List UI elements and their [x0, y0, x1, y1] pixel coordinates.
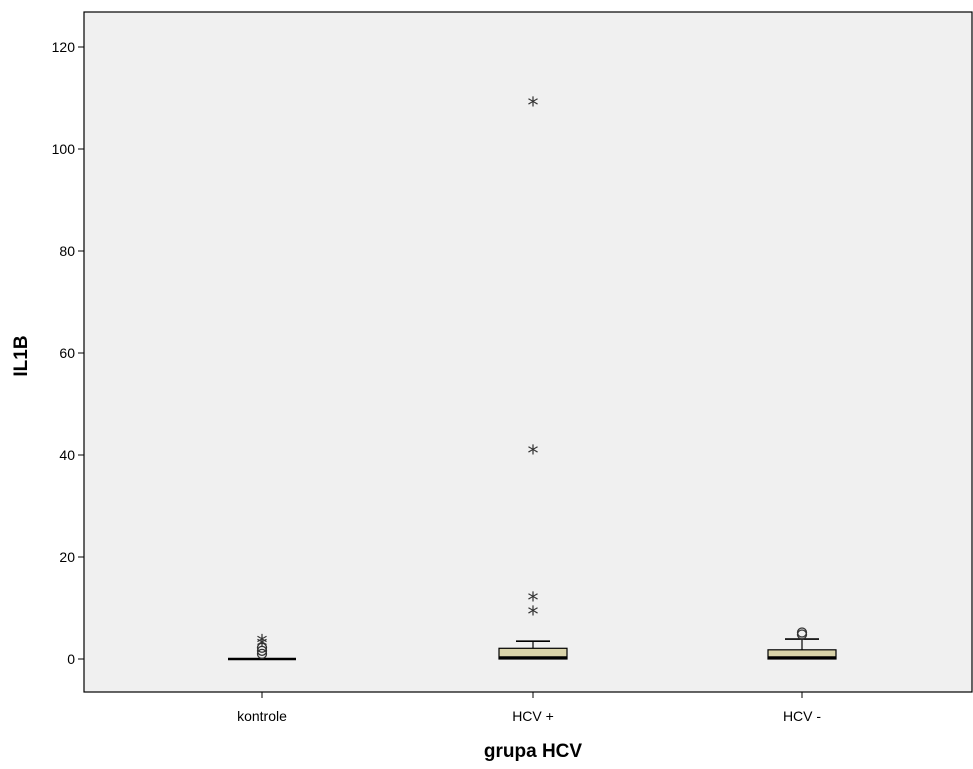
extreme-point: * [257, 635, 268, 660]
outlier-point [256, 645, 268, 656]
extreme-point: * [528, 603, 539, 628]
x-axis-title: grupa HCV [484, 741, 583, 762]
outlier-point [796, 627, 808, 638]
box [767, 649, 837, 660]
y-tick-label: 60 [59, 345, 75, 361]
x-tick-label: HCV - [783, 708, 821, 724]
extreme-point: * [528, 589, 539, 614]
y-tick-label: 120 [52, 39, 76, 55]
extreme-point: * [528, 442, 539, 467]
x-tick-label: HCV + [512, 708, 554, 724]
y-tick-label: 100 [52, 141, 76, 157]
box [498, 647, 568, 660]
y-tick-label: 0 [67, 651, 75, 667]
y-tick-label: 40 [59, 447, 75, 463]
plot-area [83, 11, 973, 693]
y-axis-title: IL1B [11, 335, 32, 376]
y-tick-label: 80 [59, 243, 75, 259]
extreme-point: * [257, 632, 268, 657]
x-tick-label: kontrole [237, 708, 287, 724]
outlier-point [256, 642, 268, 653]
outlier-point [256, 648, 268, 660]
y-tick-label: 20 [59, 549, 75, 565]
extreme-point: * [528, 94, 539, 119]
